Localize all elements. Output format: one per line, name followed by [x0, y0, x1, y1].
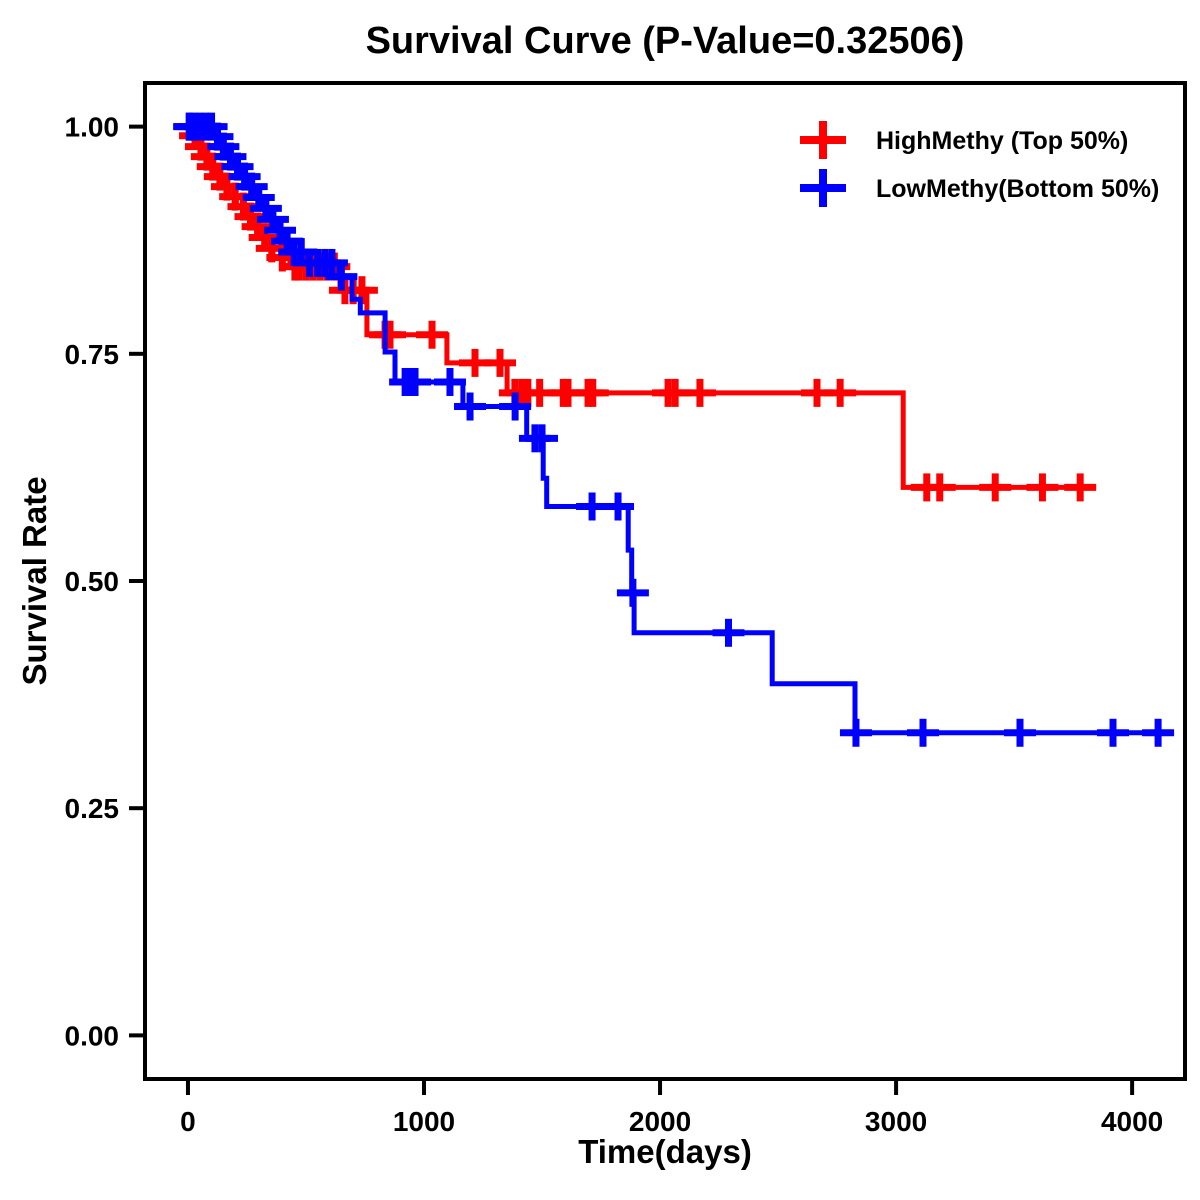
- x-tick-label: 3000: [865, 1106, 927, 1137]
- plus-icon-blue: [800, 169, 846, 207]
- x-tick-label: 4000: [1101, 1106, 1163, 1137]
- lowmethy-series: [173, 112, 1175, 747]
- legend-item-highmethy: HighMethy (Top 50%): [800, 121, 1128, 159]
- highmethy-censor-marks: [173, 112, 1097, 502]
- lowmethy-censor-marks: [173, 112, 1175, 747]
- lowmethy-curve: [188, 124, 1172, 736]
- legend-label-highmethy: HighMethy (Top 50%): [876, 127, 1128, 155]
- plus-icon-red: [800, 121, 846, 159]
- chart-title: Survival Curve (P-Value=0.32506): [366, 20, 965, 62]
- legend-item-lowmethy: LowMethy(Bottom 50%): [800, 169, 1159, 207]
- x-tick-label: 2000: [629, 1106, 691, 1137]
- y-tick-label: 0.25: [65, 793, 120, 824]
- x-tick-label: 1000: [393, 1106, 455, 1137]
- plot-border: [143, 81, 1187, 1081]
- highmethy-series: [173, 112, 1097, 502]
- y-tick-label: 0.75: [65, 339, 120, 370]
- x-axis-ticks: 0 1000 2000 3000 4000: [180, 1079, 1163, 1137]
- x-axis-title: Time(days): [578, 1133, 752, 1170]
- y-axis-ticks: 1.00 0.75 0.50 0.25 0.00: [65, 112, 145, 1051]
- legend-label-lowmethy: LowMethy(Bottom 50%): [876, 175, 1159, 203]
- x-tick-label: 0: [180, 1106, 196, 1137]
- y-tick-label: 1.00: [65, 112, 120, 143]
- legend: HighMethy (Top 50%) LowMethy(Bottom 50%): [800, 121, 1159, 207]
- y-tick-label: 0.00: [65, 1020, 120, 1051]
- y-tick-label: 0.50: [65, 566, 120, 597]
- y-axis-title: Survival Rate: [16, 476, 53, 685]
